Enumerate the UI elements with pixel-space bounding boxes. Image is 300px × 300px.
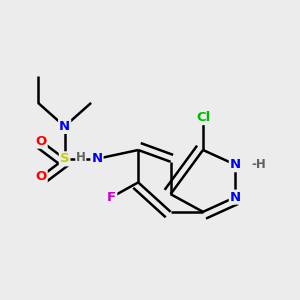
Text: -H: -H [252, 158, 266, 171]
Text: F: F [107, 190, 116, 204]
Text: H: H [76, 151, 86, 164]
Text: N: N [230, 158, 241, 171]
Text: O: O [35, 170, 47, 183]
Text: N: N [92, 152, 103, 165]
Text: Cl: Cl [196, 111, 210, 124]
Text: N: N [59, 120, 70, 133]
Text: O: O [35, 135, 47, 148]
Text: N: N [230, 190, 241, 204]
Text: S: S [60, 152, 69, 165]
